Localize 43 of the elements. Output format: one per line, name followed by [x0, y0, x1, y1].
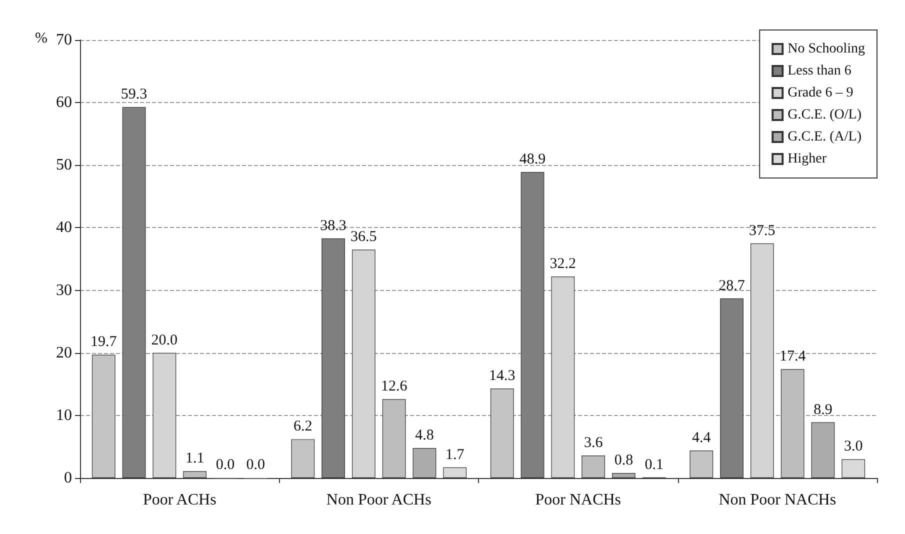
data-label: 38.3 — [320, 218, 346, 234]
data-label: 1.1 — [185, 450, 204, 467]
data-label: 0.0 — [246, 457, 265, 474]
y-tick-label: 70 — [56, 32, 72, 48]
y-tick-label: 0 — [64, 470, 72, 486]
data-label: 4.4 — [692, 430, 712, 446]
data-label: 1.7 — [445, 446, 465, 463]
data-label: 17.4 — [779, 348, 806, 365]
data-label: 59.3 — [120, 86, 148, 102]
data-label: 0.8 — [614, 452, 634, 468]
y-axis-title: % — [35, 30, 48, 46]
y-tick-label: 50 — [56, 156, 72, 174]
y-tick-label: 30 — [56, 282, 72, 299]
data-label: 36.5 — [350, 229, 377, 246]
x-tick-label: Poor ACHs — [142, 492, 216, 508]
data-label: 8.9 — [814, 402, 832, 418]
legend-label: Higher — [788, 152, 827, 166]
data-label: 20.0 — [151, 332, 178, 348]
x-tick-label: Poor NACHs — [535, 492, 622, 508]
y-tick-label: 40 — [56, 219, 72, 236]
legend-label: No Schooling — [788, 42, 865, 56]
x-tick-label: Non Poor NACHs — [718, 492, 836, 508]
data-label: 37.5 — [749, 222, 776, 239]
y-tick-label: 20 — [56, 344, 72, 362]
x-tick-label: Non Poor ACHs — [326, 492, 432, 508]
data-label: 48.9 — [519, 152, 546, 168]
legend-label: G.C.E. (A/L) — [788, 130, 862, 144]
data-label: 3.0 — [844, 438, 863, 455]
y-tick-label: 10 — [56, 406, 72, 424]
data-label: 12.6 — [380, 378, 408, 395]
data-label: 19.7 — [90, 334, 118, 350]
y-tick-label: 60 — [56, 94, 72, 112]
data-label: 28.7 — [718, 278, 746, 294]
legend-label: G.C.E. (O/L) — [788, 108, 862, 122]
data-label: 32.2 — [550, 256, 576, 272]
legend-label: Grade 6 – 9 — [788, 86, 854, 100]
legend-label: Less than 6 — [788, 64, 852, 78]
data-label: 6.2 — [294, 418, 312, 435]
data-label: 0.0 — [216, 457, 235, 474]
data-label: 3.6 — [584, 434, 604, 451]
data-label: 14.3 — [489, 368, 516, 384]
data-label: 0.1 — [644, 456, 664, 473]
data-label: 4.8 — [415, 427, 434, 444]
